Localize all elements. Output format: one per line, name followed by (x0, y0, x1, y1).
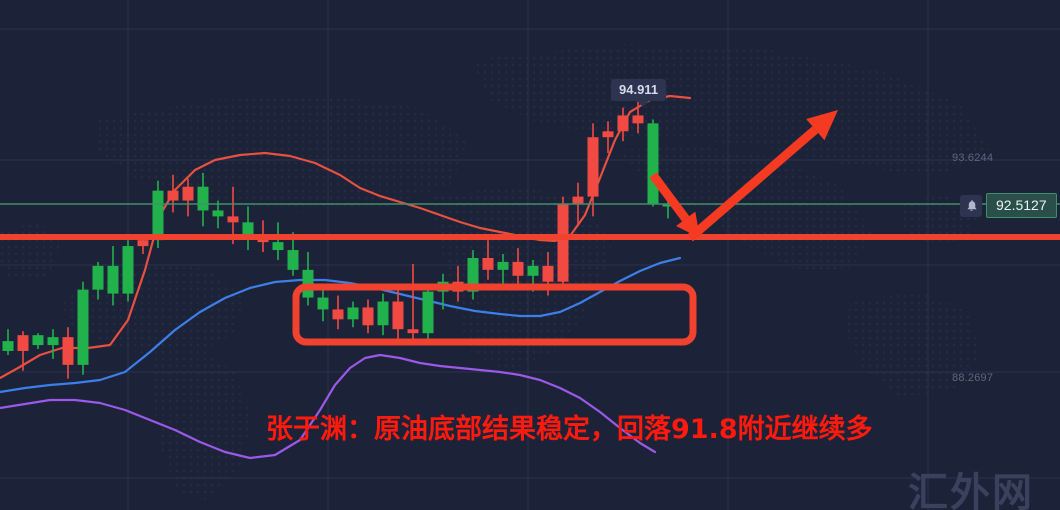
consolidation-zone-rectangle[interactable] (292, 283, 697, 346)
ma-fast-line (0, 94, 692, 380)
axis-price-label-lower: 88.2697 (952, 372, 994, 384)
high-price-tooltip: 94.911 (611, 79, 667, 107)
axis-price-label-upper: 93.6244 (952, 152, 994, 164)
site-watermark: 汇外网 (908, 470, 1034, 510)
bell-icon[interactable] (960, 194, 982, 217)
ma-slow-line (0, 353, 657, 460)
analyst-annotation-text: 张于渊：原油底部结果稳定，回落91.8附近继续多 (266, 414, 873, 445)
current-price-value: 92.5127 (986, 193, 1057, 218)
current-price-badge[interactable]: 92.5127 (960, 193, 1057, 218)
forecast-arrow[interactable] (649, 110, 838, 242)
candlestick-series (2, 101, 674, 379)
